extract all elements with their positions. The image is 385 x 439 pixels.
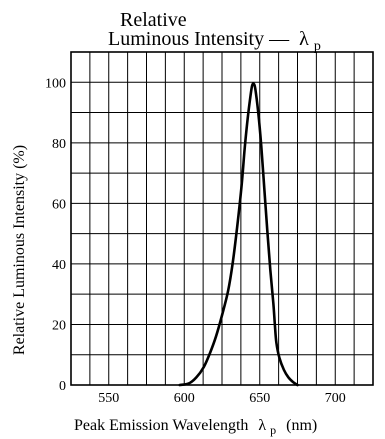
chart-title-main: Luminous Intensity — (108, 28, 290, 50)
x-tick-label: 550 (98, 391, 119, 406)
x-axis-title-subscript: p (270, 423, 276, 437)
x-axis-title-unit: (nm) (286, 417, 317, 434)
y-tick-labels: 0 20 40 60 80 100 (45, 76, 66, 394)
series-layer (178, 82, 299, 387)
chart-title-subscript: p (314, 39, 321, 54)
chart-title-symbol: λ (299, 28, 309, 50)
intensity-curve (178, 82, 299, 387)
x-tick-label: 700 (325, 391, 346, 406)
x-axis-title-main: Peak Emission Wavelength (74, 417, 248, 434)
y-tick-label: 40 (52, 258, 66, 273)
y-tick-label: 60 (52, 197, 66, 212)
x-tick-labels: 550 600 650 700 (98, 391, 346, 406)
plot-frame (70, 51, 374, 386)
x-tick-label: 650 (249, 391, 270, 406)
x-tick-label: 600 (174, 391, 195, 406)
y-tick-label: 0 (59, 379, 66, 394)
y-tick-label: 100 (45, 76, 66, 91)
grid (70, 51, 374, 386)
y-tick-label: 20 (52, 318, 66, 333)
chart-title-line2: Luminous Intensity — λ p (108, 28, 321, 54)
chart-title-line1: Relative (120, 9, 187, 31)
y-axis-title: Relative Luminous Intensity (%) (11, 145, 28, 355)
x-axis-title: Peak Emission Wavelength λ p (nm) (74, 417, 317, 438)
y-tick-label: 80 (52, 137, 66, 152)
x-axis-title-symbol: λ (258, 417, 266, 434)
